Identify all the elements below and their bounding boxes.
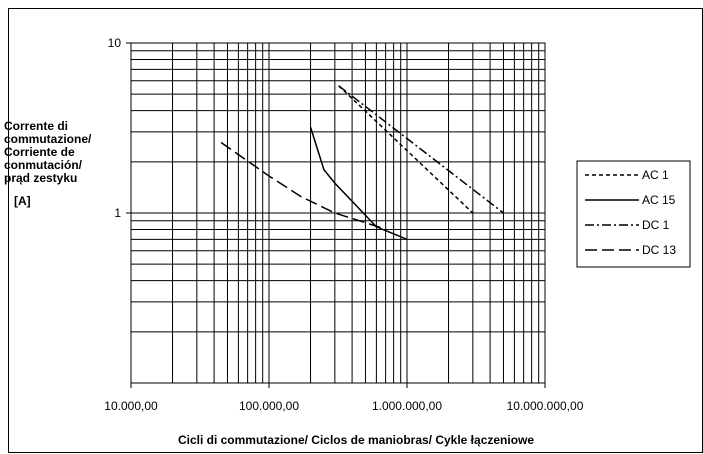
- x-tick-label: 100.000,00: [239, 399, 299, 413]
- legend-label: DC 1: [642, 218, 670, 232]
- x-tick-label: 10.000,00: [104, 399, 158, 413]
- legend-label: DC 13: [642, 243, 676, 257]
- series-line: [338, 85, 504, 214]
- legend: AC 1 AC 15 DC 1 DC 13: [576, 160, 691, 268]
- y-axis-label-line: conmutación/: [4, 158, 83, 172]
- y-axis-label: Corrente di commutazione/ Corriente de c…: [4, 120, 144, 208]
- y-axis-label-line: commutazione/: [4, 132, 92, 146]
- series-line: [338, 85, 474, 214]
- y-axis-label-line: Corrente di: [4, 119, 69, 133]
- y-axis-label-line: Corriente de: [4, 145, 75, 159]
- series-line: [309, 126, 408, 240]
- x-axis-label: Cicli di commutazione/ Ciclos de maniobr…: [178, 433, 534, 447]
- y-tick-label: 1: [114, 206, 121, 220]
- legend-label: AC 15: [642, 193, 676, 207]
- y-tick-label: 10: [108, 36, 122, 50]
- y-axis-label-line: prąd zestyku: [4, 171, 78, 185]
- x-tick-label: 1.000.000,00: [372, 399, 442, 413]
- x-tick-label: 10.000.000,00: [507, 399, 584, 413]
- series-line: [220, 141, 382, 229]
- legend-label: AC 1: [642, 168, 669, 182]
- y-axis-unit: [A]: [14, 194, 31, 208]
- plot-area: 10.000,00 100.000,00 1.000.000,00 10.000.00…: [104, 36, 583, 413]
